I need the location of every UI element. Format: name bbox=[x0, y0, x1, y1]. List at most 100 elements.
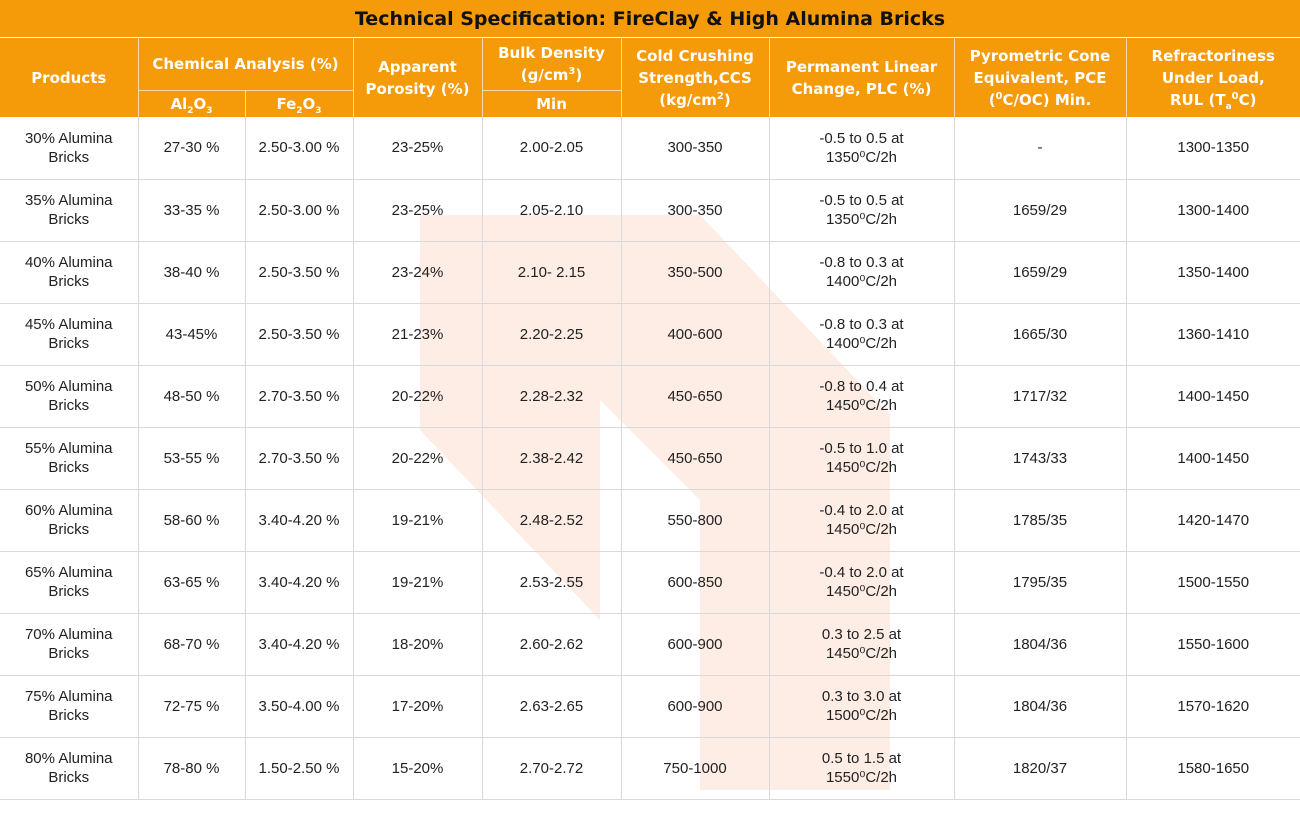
cell-apparent-porosity: 20-22% bbox=[352, 426, 483, 490]
cell-product: 50% Alumina Bricks bbox=[0, 364, 139, 428]
header-plc-line2: Change, PLC (%) bbox=[791, 79, 932, 98]
table-row: 35% Alumina Bricks 33-35 % 2.50-3.00 % 23-25… bbox=[0, 178, 1300, 242]
cell-refractoriness-under-load: 1500-1550 bbox=[1125, 550, 1300, 614]
cell-permanent-linear-change-line: 1350⁰C/2h bbox=[825, 148, 898, 166]
cell-apparent-porosity: 18-20% bbox=[352, 612, 483, 676]
header-products: Products bbox=[0, 38, 139, 117]
cell-fe2o3: 2.70-3.50 % bbox=[244, 364, 354, 428]
cell-cold-crushing-strength: 600-900 bbox=[620, 612, 770, 676]
table-row: 30% Alumina Bricks 27-30 % 2.50-3.00 % 23-25… bbox=[0, 117, 1300, 180]
cell-al2o3: 48-50 % bbox=[137, 364, 246, 428]
cell-refractoriness-under-load: 1300-1350 bbox=[1125, 117, 1300, 180]
cell-bulk-density: 2.00-2.05 bbox=[481, 117, 622, 180]
cell-fe2o3: 2.50-3.50 % bbox=[244, 240, 354, 304]
cell-pyrometric-cone-equivalent: 1659/29 bbox=[953, 240, 1127, 304]
cell-product: 35% Alumina Bricks bbox=[0, 178, 139, 242]
cell-apparent-porosity: 23-25% bbox=[352, 117, 483, 180]
cell-permanent-linear-change: -0.8 to 0.3 at 1400⁰C/2h bbox=[768, 302, 955, 366]
table-row: 50% Alumina Bricks 48-50 % 2.70-3.50 % 20-22… bbox=[0, 364, 1300, 428]
table-row: 80% Alumina Bricks 78-80 % 1.50-2.50 % 15-20… bbox=[0, 736, 1300, 800]
cell-product: 40% Alumina Bricks bbox=[0, 240, 139, 304]
header-fe2o3: Fe2O3 bbox=[244, 90, 354, 117]
cell-product: 70% Alumina Bricks bbox=[0, 612, 139, 676]
cell-bulk-density: 2.48-2.52 bbox=[481, 488, 622, 552]
cell-product-line: Bricks bbox=[48, 211, 90, 228]
cell-pyrometric-cone-equivalent: 1665/30 bbox=[953, 302, 1127, 366]
table-row: 55% Alumina Bricks 53-55 % 2.70-3.50 % 20-22… bbox=[0, 426, 1300, 490]
cell-product: 45% Alumina Bricks bbox=[0, 302, 139, 366]
cell-permanent-linear-change: 0.3 to 2.5 at 1450⁰C/2h bbox=[768, 612, 955, 676]
cell-cold-crushing-strength: 600-900 bbox=[620, 674, 770, 738]
cell-product: 80% Alumina Bricks bbox=[0, 736, 139, 800]
table-row: 45% Alumina Bricks 43-45% 2.50-3.50 % 21-23%… bbox=[0, 302, 1300, 366]
cell-refractoriness-under-load: 1400-1450 bbox=[1125, 426, 1300, 490]
cell-permanent-linear-change-line: -0.8 to 0.3 at bbox=[819, 316, 904, 333]
cell-permanent-linear-change-line: 1400⁰C/2h bbox=[825, 335, 898, 352]
table-row: 75% Alumina Bricks 72-75 % 3.50-4.00 % 17-20… bbox=[0, 674, 1300, 738]
cell-apparent-porosity: 17-20% bbox=[352, 674, 483, 738]
cell-cold-crushing-strength: 550-800 bbox=[620, 488, 770, 552]
header-apparent-porosity: Apparent Porosity (%) bbox=[352, 38, 483, 117]
cell-product-line: 80% Alumina bbox=[24, 750, 113, 767]
cell-product-line: Bricks bbox=[48, 273, 90, 290]
cell-permanent-linear-change-line: 1450⁰C/2h bbox=[825, 521, 898, 538]
cell-al2o3: 58-60 % bbox=[137, 488, 246, 552]
table-row: 40% Alumina Bricks 38-40 % 2.50-3.50 % 23-24… bbox=[0, 240, 1300, 304]
header-apparent-porosity-line1: Apparent bbox=[378, 57, 457, 76]
cell-cold-crushing-strength: 600-850 bbox=[620, 550, 770, 614]
cell-permanent-linear-change: -0.4 to 2.0 at 1450⁰C/2h bbox=[768, 550, 955, 614]
cell-permanent-linear-change-line: 0.3 to 2.5 at bbox=[821, 626, 902, 643]
cell-refractoriness-under-load: 1420-1470 bbox=[1125, 488, 1300, 552]
header-bulk-density: Bulk Density (g/cm3) bbox=[481, 38, 622, 91]
cell-product: 30% Alumina Bricks bbox=[0, 117, 139, 180]
cell-pyrometric-cone-equivalent: 1785/35 bbox=[953, 488, 1127, 552]
cell-permanent-linear-change: -0.8 to 0.3 at 1400⁰C/2h bbox=[768, 240, 955, 304]
cell-product-line: 60% Alumina bbox=[24, 502, 113, 519]
cell-cold-crushing-strength: 350-500 bbox=[620, 240, 770, 304]
header-pce-line2: Equivalent, PCE bbox=[973, 68, 1107, 87]
cell-product-line: Bricks bbox=[48, 645, 90, 662]
cell-permanent-linear-change-line: 0.5 to 1.5 at bbox=[821, 750, 902, 767]
cell-al2o3: 63-65 % bbox=[137, 550, 246, 614]
cell-apparent-porosity: 15-20% bbox=[352, 736, 483, 800]
cell-permanent-linear-change: -0.8 to 0.4 at 1450⁰C/2h bbox=[768, 364, 955, 428]
header-bulk-density-line2: (g/cm3) bbox=[520, 66, 583, 84]
cell-al2o3: 68-70 % bbox=[137, 612, 246, 676]
cell-refractoriness-under-load: 1360-1410 bbox=[1125, 302, 1300, 366]
cell-fe2o3: 3.40-4.20 % bbox=[244, 488, 354, 552]
cell-pyrometric-cone-equivalent: - bbox=[953, 117, 1127, 180]
cell-refractoriness-under-load: 1400-1450 bbox=[1125, 364, 1300, 428]
cell-product: 75% Alumina Bricks bbox=[0, 674, 139, 738]
cell-product-line: 50% Alumina bbox=[24, 378, 113, 395]
header-pce-line1: Pyrometric Cone bbox=[969, 46, 1111, 65]
cell-product: 60% Alumina Bricks bbox=[0, 488, 139, 552]
cell-refractoriness-under-load: 1550-1600 bbox=[1125, 612, 1300, 676]
table-row: 65% Alumina Bricks 63-65 % 3.40-4.20 % 19-21… bbox=[0, 550, 1300, 614]
header-ccs-line3: (kg/cm2) bbox=[659, 90, 731, 109]
header-ccs-line1: Cold Crushing bbox=[636, 46, 754, 65]
cell-permanent-linear-change-line: -0.5 to 0.5 at bbox=[819, 129, 904, 147]
cell-product-line: 35% Alumina bbox=[24, 192, 113, 209]
cell-fe2o3: 3.40-4.20 % bbox=[244, 612, 354, 676]
cell-bulk-density: 2.05-2.10 bbox=[481, 178, 622, 242]
header-pce-line3: (0C/OC) Min. bbox=[988, 90, 1092, 109]
cell-al2o3: 43-45% bbox=[137, 302, 246, 366]
cell-pyrometric-cone-equivalent: 1659/29 bbox=[953, 178, 1127, 242]
cell-product-line: Bricks bbox=[48, 769, 90, 786]
header-rul-line2: Under Load, bbox=[1161, 68, 1265, 87]
table-row: 70% Alumina Bricks 68-70 % 3.40-4.20 % 18-20… bbox=[0, 612, 1300, 676]
cell-cold-crushing-strength: 400-600 bbox=[620, 302, 770, 366]
cell-product-line: Bricks bbox=[48, 397, 90, 414]
cell-refractoriness-under-load: 1300-1400 bbox=[1125, 178, 1300, 242]
cell-apparent-porosity: 19-21% bbox=[352, 550, 483, 614]
header-ccs-line2: Strength,CCS bbox=[638, 68, 752, 87]
cell-permanent-linear-change-line: 1450⁰C/2h bbox=[825, 645, 898, 662]
cell-product: 65% Alumina Bricks bbox=[0, 550, 139, 614]
cell-apparent-porosity: 19-21% bbox=[352, 488, 483, 552]
cell-al2o3: 53-55 % bbox=[137, 426, 246, 490]
cell-product-line: Bricks bbox=[48, 707, 90, 724]
cell-permanent-linear-change-line: 1400⁰C/2h bbox=[825, 273, 898, 290]
header-permanent-linear-change: Permanent Linear Change, PLC (%) bbox=[768, 38, 955, 117]
header-bulk-density-line1: Bulk Density bbox=[498, 44, 605, 62]
cell-pyrometric-cone-equivalent: 1795/35 bbox=[953, 550, 1127, 614]
